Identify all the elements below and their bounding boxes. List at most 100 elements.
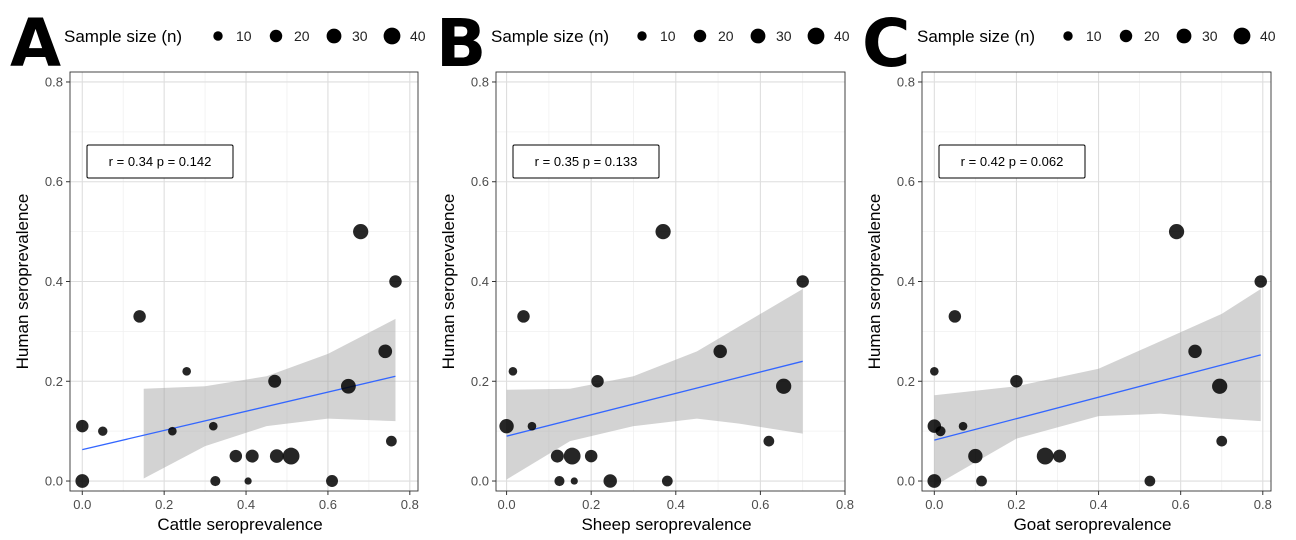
legend-size-marker: [1233, 27, 1251, 45]
legend-title: Sample size (n): [491, 27, 609, 46]
regression-line: [506, 360, 803, 437]
panel-a: A Sample size (n) 10 20 30 40 0.0 0.2 0.4 0.6 0.8 0…: [10, 5, 426, 534]
data-point: [75, 474, 90, 488]
y-tick-label: 0.8: [471, 74, 489, 89]
x-tick-label: 0.2: [1007, 497, 1025, 512]
data-point: [930, 366, 939, 376]
data-point: [776, 378, 792, 394]
data-point: [570, 477, 578, 485]
stats-annotation-box: [512, 144, 660, 179]
data-point: [948, 310, 962, 323]
legend-size-marker: [269, 29, 283, 43]
y-tick-label: 0.6: [897, 174, 915, 189]
legend-size-marker: [1063, 31, 1073, 41]
data-point: [584, 449, 598, 463]
data-point: [210, 475, 221, 487]
data-point: [1212, 378, 1228, 394]
legend-size-marker: [693, 29, 707, 43]
data-point: [229, 449, 243, 463]
x-axis-title: Cattle seroprevalence: [157, 515, 322, 534]
data-point: [340, 378, 356, 394]
x-tick-label: 0.0: [73, 497, 91, 512]
data-point: [927, 474, 942, 488]
data-point: [713, 344, 727, 359]
confidence-band: [934, 288, 1261, 487]
data-point: [133, 310, 146, 323]
x-tick-label: 0.4: [1090, 497, 1108, 512]
confidence-band: [506, 288, 803, 480]
data-point: [1168, 224, 1185, 240]
data-point: [182, 366, 191, 376]
data-point: [550, 449, 564, 463]
x-tick-label: 0.8: [1254, 497, 1272, 512]
y-tick-label: 0.2: [897, 374, 915, 389]
stats-annotation: r = 0.34 p = 0.142: [109, 154, 212, 169]
legend-size-marker: [1119, 29, 1133, 43]
stats-annotation-box: [938, 144, 1086, 179]
legend-size-label: 30: [776, 28, 792, 44]
data-point: [763, 435, 775, 447]
legend-size-label: 30: [352, 28, 368, 44]
panel-b: B Sample size (n) 10 20 30 40 0.0 0.2 0.4 0.6 0.8 0…: [436, 5, 854, 534]
stats-annotation: r = 0.42 p = 0.062: [961, 154, 1064, 169]
y-tick-label: 0.6: [45, 174, 63, 189]
data-point: [1053, 449, 1067, 463]
x-tick-label: 0.2: [582, 497, 600, 512]
data-point: [168, 426, 177, 436]
y-tick-label: 0.0: [45, 474, 63, 489]
x-tick-label: 0.6: [319, 497, 337, 512]
panel-letter: B: [436, 5, 486, 82]
panel-letter: C: [862, 5, 910, 82]
legend-size-marker: [750, 28, 766, 44]
data-point: [499, 418, 514, 434]
legend-size-marker: [326, 28, 342, 44]
data-point: [554, 475, 565, 487]
y-tick-label: 0.2: [471, 374, 489, 389]
data-point: [245, 449, 259, 463]
data-point: [527, 421, 537, 431]
legend-size-label: 20: [294, 28, 310, 44]
data-point: [517, 310, 530, 323]
data-point: [935, 426, 946, 437]
data-point: [1010, 375, 1023, 388]
x-tick-label: 0.6: [1172, 497, 1190, 512]
y-tick-label: 0.8: [897, 74, 915, 89]
data-point: [563, 447, 581, 465]
legend-size-label: 20: [1144, 28, 1160, 44]
data-point: [244, 477, 252, 485]
y-axis-title: Human seroprevalence: [13, 194, 32, 370]
data-point: [508, 366, 518, 376]
data-point: [796, 275, 809, 288]
data-point: [98, 426, 108, 436]
data-point: [208, 421, 218, 431]
legend-size-marker: [807, 27, 825, 45]
legend-size-label: 10: [1086, 28, 1102, 44]
x-tick-label: 0.8: [836, 497, 854, 512]
x-axis-title: Goat seroprevalence: [1014, 515, 1172, 534]
regression-line: [934, 354, 1261, 441]
y-tick-label: 0.2: [45, 374, 63, 389]
y-tick-label: 0.4: [471, 274, 489, 289]
legend-size-label: 40: [1260, 28, 1276, 44]
x-tick-label: 0.8: [401, 497, 419, 512]
x-tick-label: 0.4: [667, 497, 685, 512]
legend-size-label: 10: [236, 28, 252, 44]
x-tick-label: 0.4: [237, 497, 255, 512]
data-point: [1036, 447, 1054, 465]
data-point: [326, 475, 338, 487]
x-tick-label: 0.2: [155, 497, 173, 512]
data-point: [591, 375, 604, 388]
x-axis-title: Sheep seroprevalence: [581, 515, 751, 534]
legend-size-label: 40: [834, 28, 850, 44]
data-point: [378, 344, 393, 359]
data-point: [976, 475, 987, 487]
legend-size-label: 20: [718, 28, 734, 44]
legend-size-marker: [1176, 28, 1192, 44]
data-point: [1144, 475, 1156, 487]
data-point: [968, 448, 983, 464]
data-point: [389, 275, 402, 288]
legend-size-label: 10: [660, 28, 676, 44]
x-tick-label: 0.0: [498, 497, 516, 512]
